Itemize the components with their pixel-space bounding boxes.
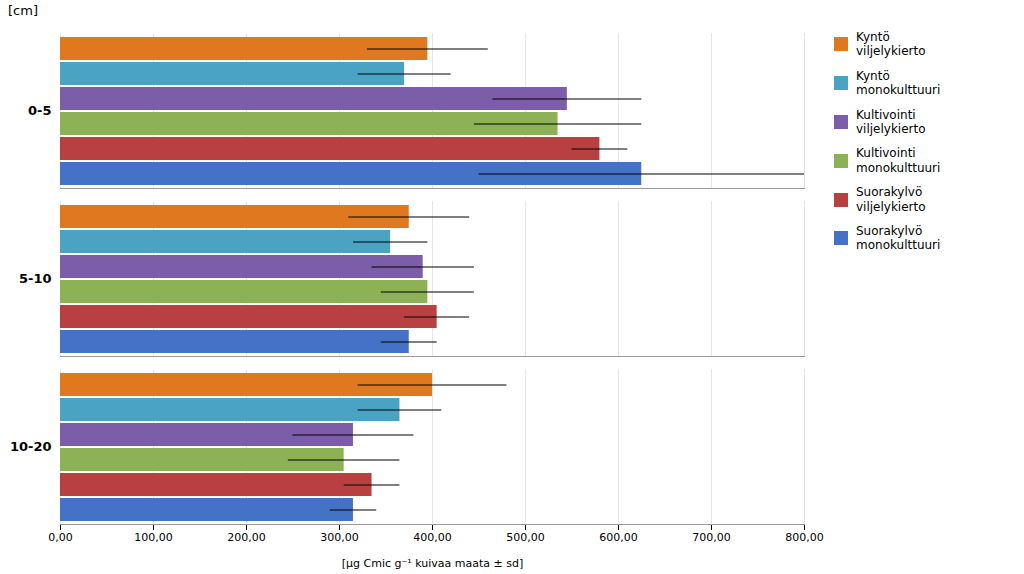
svg-text:0-5: 0-5	[28, 103, 52, 118]
html-text:Suorakylvö viljelykierto: Suorakylvö viljelykierto	[856, 185, 926, 214]
svg-text:500,00: 500,00	[506, 531, 545, 544]
html-text:Kultivointi viljelykierto: Kultivointi viljelykierto	[856, 107, 926, 136]
svg-text:400,00: 400,00	[413, 531, 452, 544]
svg-text:600,00: 600,00	[599, 531, 638, 544]
html-text:[cm]: [cm]	[8, 3, 38, 18]
html-text:Kyntö monokulttuuri: Kyntö monokulttuuri	[856, 68, 941, 98]
html-text:Kyntö viljelykierto: Kyntö viljelykierto	[856, 30, 926, 59]
html-text:Suorakylvö monokulttuuri: Suorakylvö monokulttuuri	[856, 223, 941, 253]
svg-text:[μg Cmic g⁻¹ kuivaa maata ± sd: [μg Cmic g⁻¹ kuivaa maata ± sd]	[342, 557, 523, 570]
svg-text:10-20: 10-20	[10, 439, 52, 454]
svg-text:0,00: 0,00	[48, 531, 73, 544]
svg-text:5-10: 5-10	[19, 271, 52, 286]
svg-text:100,00: 100,00	[134, 531, 173, 544]
html-text:Kultivointi monokulttuuri: Kultivointi monokulttuuri	[856, 146, 941, 175]
svg-text:200,00: 200,00	[227, 531, 266, 544]
svg-text:300,00: 300,00	[320, 531, 359, 544]
svg-text:800,00: 800,00	[785, 531, 824, 544]
svg-text:700,00: 700,00	[692, 531, 731, 544]
